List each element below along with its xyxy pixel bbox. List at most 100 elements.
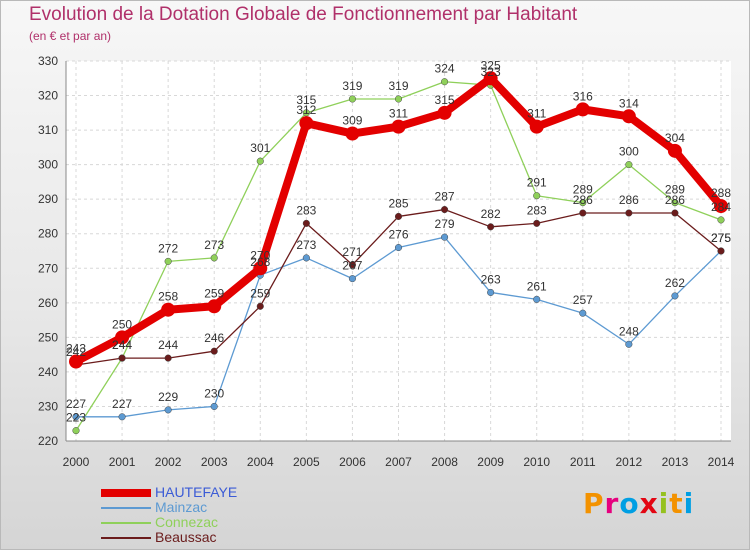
x-tick-label-5: 2005 [293,455,320,469]
data-label-mainzac-2013: 262 [665,276,685,290]
data-label-connezac-2007: 319 [388,79,408,93]
data-label-beaussac-2001: 244 [112,338,132,352]
legend-swatch [101,521,151,524]
point-beaussac-2006 [348,261,356,269]
point-beaussac-2007 [394,212,403,221]
chart-subtitle: (en € et par an) [29,29,112,43]
data-label-connezac-2009: 323 [481,65,501,79]
point-mainzac-2013 [671,292,679,300]
data-label-beaussac-2002: 244 [158,338,178,352]
data-label-beaussac-2010: 283 [527,203,547,217]
data-label-connezac-2014: 284 [711,200,731,214]
point-connezac-2000 [72,427,80,435]
point-connezac-2013 [671,199,679,207]
data-label-hautefaye-2006: 309 [342,114,362,128]
point-mainzac-2005 [302,254,310,262]
data-label-mainzac-2011: 257 [573,293,593,307]
x-tick-label-14: 2014 [708,455,735,469]
legend: HAUTEFAYE Mainzac Connezac Beaussac [101,485,237,545]
point-connezac-2005 [302,109,310,117]
point-beaussac-2004 [256,302,264,310]
x-tick-label-3: 2003 [201,455,228,469]
data-label-beaussac-2012: 286 [619,193,639,207]
y-tick-label-2: 240 [38,365,58,379]
data-label-hautefaye-2008: 315 [435,93,455,107]
y-tick-label-8: 300 [38,158,58,172]
point-beaussac-2011 [579,209,587,217]
point-connezac-2011 [579,199,587,207]
logo-letter: o [619,487,640,520]
legend-swatch [101,536,151,539]
data-label-beaussac-2011: 286 [573,193,593,207]
point-mainzac-2002 [164,406,172,414]
data-label-connezac-2012: 300 [619,145,639,159]
data-label-hautefaye-2000: 243 [66,342,86,356]
data-label-hautefaye-2002: 258 [158,290,178,304]
data-label-beaussac-2003: 246 [204,331,224,345]
point-mainzac-2000 [72,413,80,421]
point-connezac-2007 [394,95,403,103]
point-mainzac-2006 [348,275,356,283]
point-connezac-2002 [164,257,172,265]
data-label-connezac-2005: 315 [296,93,316,107]
y-tick-label-0: 220 [38,434,58,448]
point-connezac-2003 [210,254,218,262]
data-label-hautefaye-2005: 312 [296,103,316,117]
data-label-hautefaye-2011: 316 [573,89,593,103]
point-mainzac-2003 [210,402,218,411]
data-label-beaussac-2006: 271 [342,245,362,259]
y-tick-label-3: 250 [38,330,58,344]
data-label-connezac-2000: 223 [66,411,86,425]
data-label-beaussac-2009: 282 [481,207,501,221]
point-hautefaye-2000 [69,354,83,369]
chart-title: Evolution de la Dotation Globale de Fonc… [29,4,578,25]
legend-item-mainzac: Mainzac [101,500,237,515]
x-tick-label-12: 2012 [616,455,643,469]
point-hautefaye-2013 [667,143,682,158]
y-tick-label-4: 260 [38,296,58,310]
data-label-beaussac-2007: 285 [388,196,408,210]
logo-letter: r [604,487,620,520]
x-tick-label-9: 2009 [477,455,504,469]
point-beaussac-2001 [118,354,126,362]
data-label-connezac-2001: 244 [112,338,132,352]
data-label-connezac-2006: 319 [342,79,362,93]
y-tick-label-7: 290 [38,192,58,206]
point-beaussac-2010 [533,219,541,227]
x-tick-label-11: 2011 [570,455,596,469]
y-tick-label-6: 280 [38,227,58,241]
data-label-mainzac-2001: 227 [112,397,132,411]
point-hautefaye-2008 [437,105,452,120]
data-label-hautefaye-2007: 311 [389,107,408,121]
logo-letter: x [639,487,659,520]
data-label-connezac-2013: 289 [665,183,685,197]
point-beaussac-2014 [717,247,725,255]
data-label-connezac-2003: 273 [204,238,224,252]
data-label-connezac-2004: 301 [250,141,270,155]
data-label-mainzac-2009: 263 [481,272,501,286]
x-tick-label-8: 2008 [431,455,458,469]
data-label-beaussac-2005: 283 [296,203,316,217]
point-connezac-2008 [441,78,449,86]
point-hautefaye-2011 [575,102,590,117]
point-hautefaye-2009 [483,71,498,86]
point-hautefaye-2014 [714,199,728,214]
data-label-mainzac-2014: 275 [711,231,731,245]
point-hautefaye-2001 [115,330,130,345]
point-hautefaye-2006 [345,126,360,141]
point-connezac-2014 [717,216,725,224]
point-beaussac-2002 [164,354,172,362]
x-tick-label-0: 2000 [63,455,90,469]
point-hautefaye-2002 [161,302,176,317]
point-beaussac-2009 [487,223,495,231]
point-mainzac-2009 [487,288,495,297]
legend-item-connezac: Connezac [101,515,237,530]
x-tick-label-6: 2006 [339,455,366,469]
y-tick-label-10: 320 [38,89,58,103]
point-beaussac-2003 [210,347,218,355]
y-tick-label-11: 330 [38,54,58,68]
point-connezac-2006 [348,95,356,103]
data-label-mainzac-2006: 267 [342,259,362,273]
point-mainzac-2012 [625,340,633,348]
